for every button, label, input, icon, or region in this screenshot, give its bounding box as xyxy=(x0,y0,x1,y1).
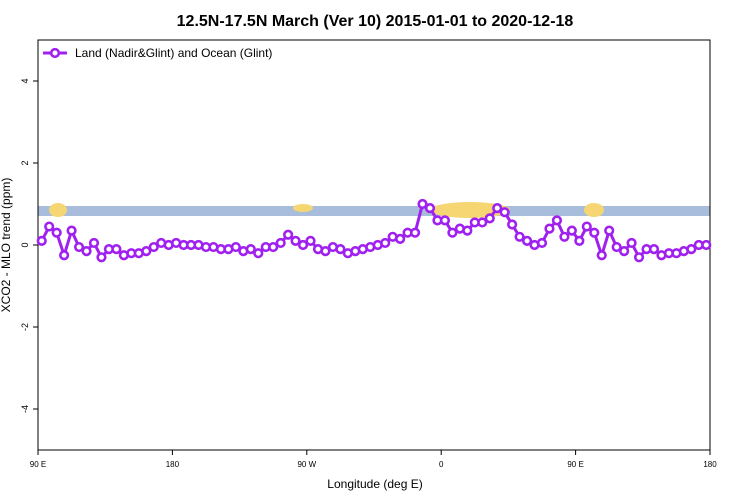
x-tick-label: 180 xyxy=(166,460,180,469)
data-point xyxy=(544,223,555,234)
data-point xyxy=(245,244,256,255)
data-point xyxy=(44,221,55,232)
legend-marker xyxy=(49,47,61,59)
data-point xyxy=(514,231,525,242)
data-point xyxy=(253,248,264,259)
data-point xyxy=(424,203,436,214)
y-tick-label: 2 xyxy=(20,160,30,165)
data-point xyxy=(507,219,518,230)
data-point xyxy=(417,198,428,210)
y-tick-label: -2 xyxy=(20,323,30,331)
data-point xyxy=(395,233,406,244)
ocean-strip xyxy=(38,206,710,216)
data-point xyxy=(499,207,510,218)
data-point xyxy=(36,235,47,246)
data-point xyxy=(439,215,451,226)
data-point xyxy=(111,244,122,255)
data-point xyxy=(81,246,92,257)
data-point xyxy=(521,235,533,246)
data-point xyxy=(96,252,107,263)
data-point xyxy=(320,246,331,257)
data-point xyxy=(633,252,645,263)
x-tick-label: 180 xyxy=(703,460,717,469)
chart-title: 12.5N-17.5N March (Ver 10) 2015-01-01 to… xyxy=(177,13,574,30)
x-tick-label: 90 E xyxy=(30,460,46,469)
x-tick-label: 90 W xyxy=(297,460,316,469)
land xyxy=(584,203,604,217)
data-point xyxy=(297,239,309,251)
land xyxy=(293,204,313,212)
data-point xyxy=(268,241,279,253)
data-point xyxy=(51,227,62,238)
data-point xyxy=(275,237,286,249)
data-point xyxy=(88,237,100,249)
data-point xyxy=(141,246,152,257)
data-point xyxy=(477,217,488,228)
data-point xyxy=(290,235,301,246)
data-point xyxy=(462,225,473,236)
data-point xyxy=(409,227,421,238)
x-tick-label: 0 xyxy=(439,460,444,469)
data-point xyxy=(380,237,391,249)
data-point xyxy=(230,241,241,253)
y-axis-label: XCO2 - MLO trend (ppm) xyxy=(0,178,13,313)
data-point xyxy=(335,244,346,255)
data-point xyxy=(686,244,697,255)
data-point xyxy=(596,250,607,261)
data-point xyxy=(536,237,548,249)
data-point xyxy=(581,221,592,232)
data-point xyxy=(551,215,563,226)
data-point xyxy=(701,239,712,251)
data-point xyxy=(59,250,70,261)
data-point xyxy=(619,246,630,257)
data-point xyxy=(574,235,585,246)
data-point xyxy=(648,244,660,255)
y-tick-label: -4 xyxy=(20,405,30,413)
data-point xyxy=(283,229,294,240)
x-axis-label: Longitude (deg E) xyxy=(327,477,422,491)
data-point xyxy=(66,225,77,236)
land xyxy=(49,203,67,217)
data-point xyxy=(492,203,503,214)
data-point xyxy=(589,227,600,238)
map-strip xyxy=(38,202,710,218)
data-point xyxy=(305,235,316,246)
data-point xyxy=(626,237,637,249)
data-point xyxy=(148,241,159,253)
legend-label: Land (Nadir&Glint) and Ocean (Glint) xyxy=(75,46,272,60)
data-point xyxy=(484,213,495,224)
data-point xyxy=(73,241,85,253)
x-tick-label: 90 E xyxy=(567,460,583,469)
y-tick-label: 0 xyxy=(20,242,30,247)
data-point xyxy=(611,241,622,253)
data-point xyxy=(566,225,577,236)
data-point xyxy=(447,227,458,238)
data-point xyxy=(559,231,570,242)
data-point xyxy=(604,225,615,236)
y-tick-label: 4 xyxy=(20,78,30,83)
